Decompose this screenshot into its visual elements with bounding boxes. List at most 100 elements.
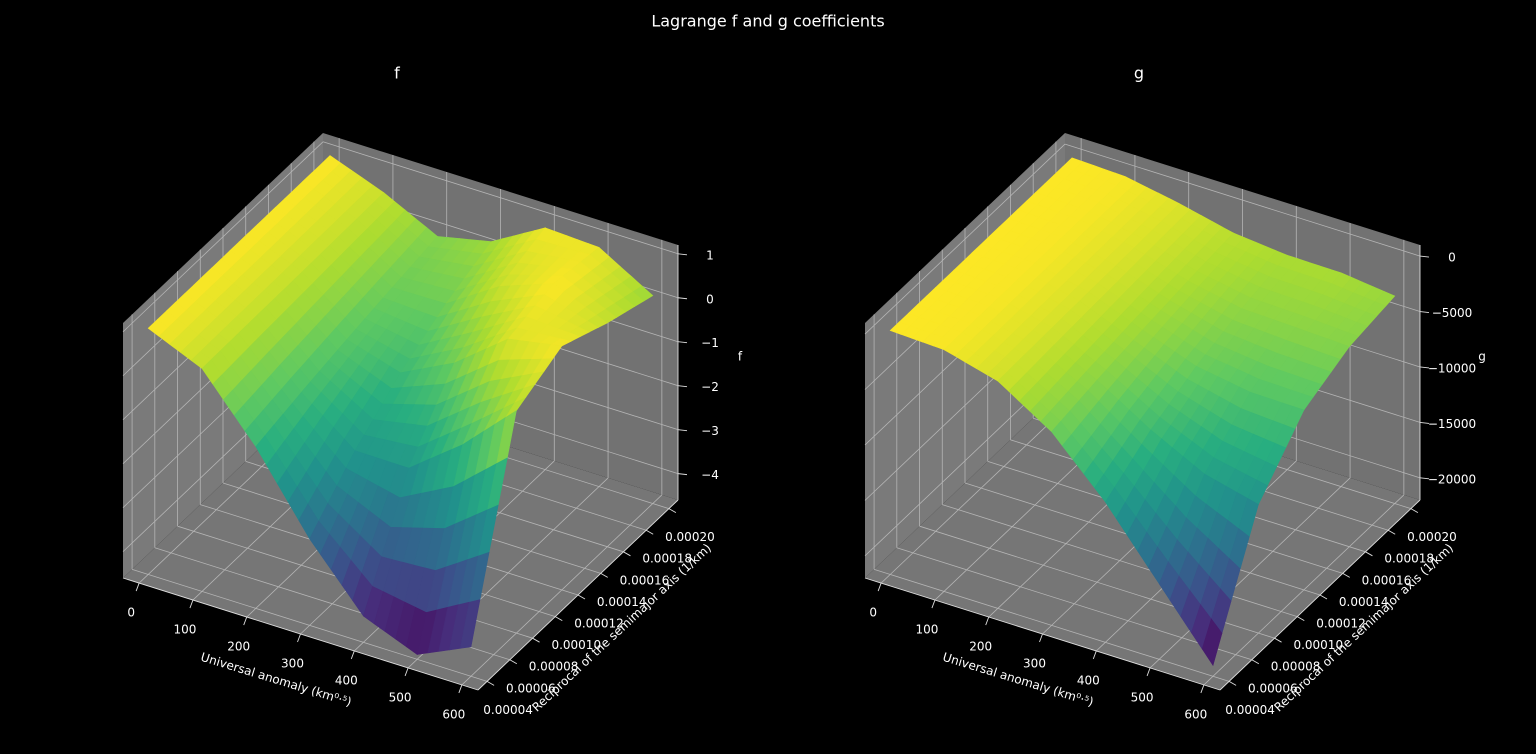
z-axis-label: g [1478, 350, 1486, 364]
x-tick-mark [1200, 684, 1205, 694]
y-tick-mark [645, 529, 654, 535]
grid-line [1064, 143, 1421, 257]
z-tick-label: −4 [701, 468, 719, 482]
x-tick-label: 200 [227, 640, 250, 654]
x-tick-label: 500 [1131, 690, 1154, 704]
x-tick-label: 500 [389, 690, 412, 704]
z-tick-label: −1 [701, 336, 719, 350]
grid-line [322, 141, 679, 255]
z-tick-mark [677, 341, 688, 344]
x-tick-label: 400 [335, 673, 358, 687]
x-tick-mark [243, 616, 248, 626]
z-tick-mark [1419, 311, 1430, 313]
x-tick-mark [877, 582, 882, 592]
x-tick-label: 600 [442, 707, 465, 721]
z-tick-mark [1419, 366, 1430, 369]
y-tick-label: 0.00014 [597, 595, 647, 609]
y-tick-label: 0.00020 [1407, 530, 1457, 544]
y-tick-label: 0.00004 [483, 703, 533, 717]
y-tick-label: 0.00006 [506, 681, 556, 695]
y-tick-label: 0.00010 [551, 638, 601, 652]
y-tick-label: 0.00018 [1384, 552, 1434, 566]
x-tick-mark [985, 616, 990, 626]
grid-line [896, 547, 1252, 661]
y-tick-mark [1228, 680, 1237, 686]
y-tick-mark [555, 616, 563, 621]
y-tick-label: 0.00010 [1293, 638, 1343, 652]
y-tick-label: 0.00014 [1339, 595, 1389, 609]
axis-line [477, 499, 679, 691]
y-tick-mark [1319, 594, 1328, 600]
z-tick-label: −15000 [1428, 417, 1476, 431]
y-tick-mark [577, 594, 586, 600]
y-tick-label: 0.00016 [1362, 573, 1412, 587]
z-tick-mark [677, 473, 688, 476]
y-tick-label: 0.00016 [620, 573, 670, 587]
y-tick-mark [1297, 616, 1305, 621]
x-tick-mark [1039, 633, 1043, 643]
axis-line [864, 577, 1221, 691]
grid-line [131, 568, 488, 682]
z-tick-label: −2 [701, 380, 719, 394]
x-tick-label: 400 [1077, 673, 1100, 687]
x-tick-label: 100 [915, 623, 938, 637]
y-tick-label: 0.00004 [1225, 703, 1275, 717]
surface-patch [1201, 618, 1223, 667]
y-tick-mark [1274, 637, 1282, 643]
z-tick-label: −5000 [1432, 306, 1473, 320]
grid-line [122, 141, 324, 333]
y-tick-mark [600, 573, 608, 578]
y-tick-label: 0.00012 [574, 617, 624, 631]
z-tick-mark [677, 297, 688, 300]
chart-title: f [394, 64, 400, 83]
y-tick-mark [509, 659, 518, 665]
z-tick-mark [1419, 421, 1430, 424]
figure-title: Lagrange f and g coefficients [651, 12, 884, 31]
x-tick-label: 300 [1023, 657, 1046, 671]
x-tick-label: 0 [869, 606, 877, 620]
z-tick-mark [677, 253, 688, 256]
z-tick-mark [1419, 477, 1430, 480]
grid-line [873, 568, 1230, 682]
x-tick-mark [189, 599, 194, 609]
z-axis-label: f [738, 350, 743, 364]
x-tick-mark [1146, 667, 1151, 677]
x-tick-label: 0 [127, 606, 135, 620]
y-tick-mark [1342, 573, 1350, 578]
y-tick-label: 0.00008 [529, 660, 579, 674]
y-tick-mark [486, 680, 495, 686]
x-tick-mark [458, 684, 463, 694]
axis-line [1219, 499, 1421, 691]
x-tick-label: 600 [1184, 707, 1207, 721]
surface-patch [459, 599, 481, 649]
z-tick-label: 0 [706, 292, 714, 306]
z-tick-mark [1419, 255, 1430, 258]
y-tick-mark [668, 508, 677, 514]
x-tick-mark [350, 650, 355, 660]
z-tick-label: 0 [1448, 251, 1456, 265]
y-tick-label: 0.00020 [665, 530, 715, 544]
y-tick-label: 0.00006 [1248, 681, 1298, 695]
x-tick-mark [404, 667, 409, 677]
x-tick-label: 200 [969, 640, 992, 654]
y-tick-mark [532, 637, 540, 643]
x-tick-mark [135, 582, 140, 592]
chart-title: g [1134, 64, 1144, 83]
grid-line [942, 504, 1298, 617]
z-tick-mark [677, 429, 688, 432]
y-tick-mark [1410, 508, 1419, 514]
x-tick-mark [931, 599, 936, 609]
x-tick-mark [1092, 650, 1097, 660]
axis-line [122, 577, 479, 691]
z-tick-label: −20000 [1428, 472, 1476, 486]
y-tick-label: 0.00008 [1271, 660, 1321, 674]
y-tick-label: 0.00012 [1316, 617, 1366, 631]
grid-line [864, 143, 1066, 335]
y-tick-mark [1251, 659, 1260, 665]
x-tick-label: 100 [173, 623, 196, 637]
x-tick-label: 300 [281, 657, 304, 671]
x-tick-mark [297, 633, 301, 643]
y-tick-label: 0.00018 [642, 552, 692, 566]
y-tick-mark [1365, 551, 1373, 557]
z-tick-mark [677, 385, 688, 388]
